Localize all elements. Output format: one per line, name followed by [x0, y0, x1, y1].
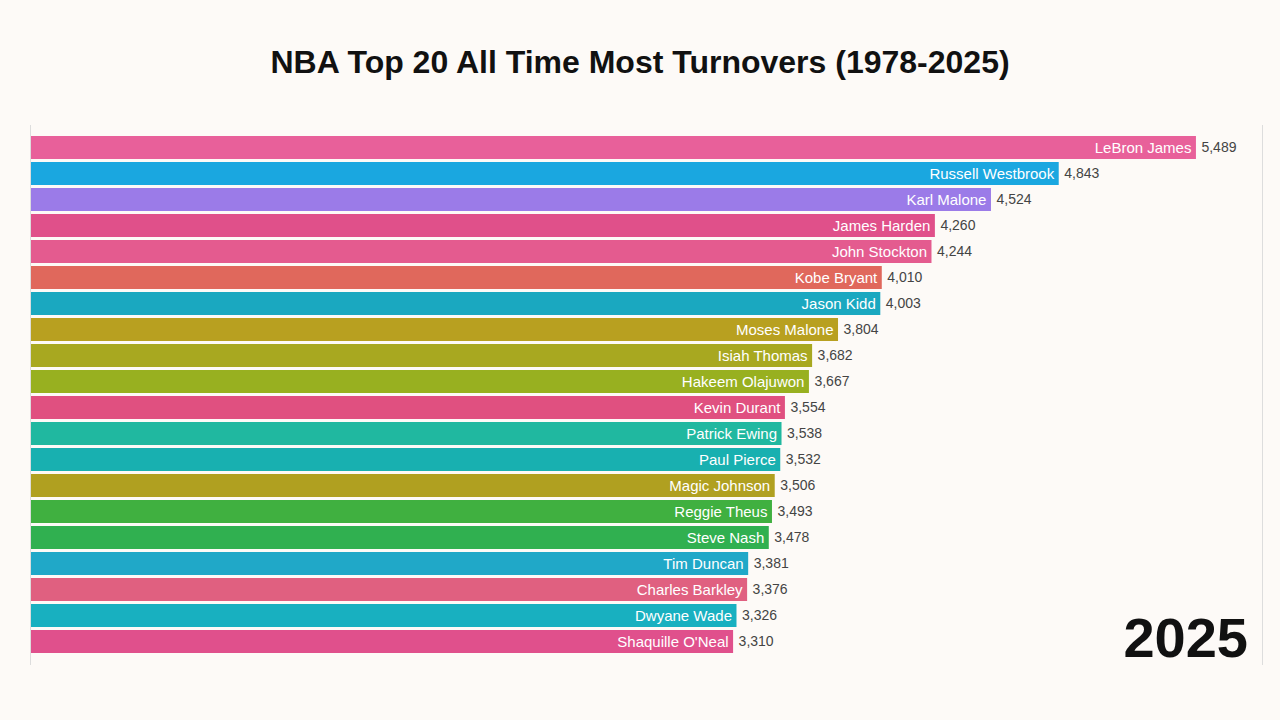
svg-text:3,326: 3,326 — [742, 607, 777, 623]
svg-text:4,244: 4,244 — [937, 243, 972, 259]
svg-text:Isiah Thomas: Isiah Thomas — [718, 347, 808, 364]
svg-text:3,667: 3,667 — [814, 373, 849, 389]
svg-text:Dwyane Wade: Dwyane Wade — [635, 607, 732, 624]
svg-text:4,524: 4,524 — [996, 191, 1031, 207]
svg-text:4,003: 4,003 — [886, 295, 921, 311]
svg-text:Paul Pierce: Paul Pierce — [699, 451, 776, 468]
svg-text:3,554: 3,554 — [790, 399, 825, 415]
svg-text:LeBron James: LeBron James — [1095, 139, 1192, 156]
svg-text:Hakeem Olajuwon: Hakeem Olajuwon — [682, 373, 805, 390]
svg-text:3,310: 3,310 — [739, 633, 774, 649]
svg-text:3,478: 3,478 — [774, 529, 809, 545]
html-text:NBA Top 20 All Time Most Turno: NBA Top 20 All Time Most Turnovers (1978… — [270, 44, 1010, 80]
svg-text:4,260: 4,260 — [940, 217, 975, 233]
svg-text:3,381: 3,381 — [754, 555, 789, 571]
svg-text:Steve Nash: Steve Nash — [687, 529, 765, 546]
svg-text:Jason Kidd: Jason Kidd — [802, 295, 876, 312]
svg-text:3,493: 3,493 — [777, 503, 812, 519]
svg-text:John Stockton: John Stockton — [832, 243, 927, 260]
svg-text:Russell Westbrook: Russell Westbrook — [929, 165, 1054, 182]
svg-text:Moses Malone: Moses Malone — [736, 321, 834, 338]
html-text:2025: 2025 — [1123, 606, 1248, 669]
svg-text:3,506: 3,506 — [780, 477, 815, 493]
svg-text:Kobe Bryant: Kobe Bryant — [795, 269, 878, 286]
svg-text:3,538: 3,538 — [787, 425, 822, 441]
svg-text:4,843: 4,843 — [1064, 165, 1099, 181]
svg-text:3,532: 3,532 — [786, 451, 821, 467]
svg-text:James Harden: James Harden — [833, 217, 931, 234]
svg-text:Karl Malone: Karl Malone — [906, 191, 986, 208]
svg-text:Shaquille O'Neal: Shaquille O'Neal — [617, 633, 728, 650]
svg-text:3,682: 3,682 — [818, 347, 853, 363]
svg-text:3,376: 3,376 — [753, 581, 788, 597]
svg-text:3,804: 3,804 — [844, 321, 879, 337]
svg-text:Tim Duncan: Tim Duncan — [663, 555, 743, 572]
svg-text:5,489: 5,489 — [1201, 139, 1236, 155]
svg-text:Charles Barkley: Charles Barkley — [637, 581, 743, 598]
svg-text:Patrick Ewing: Patrick Ewing — [686, 425, 777, 442]
svg-text:Kevin Durant: Kevin Durant — [694, 399, 782, 416]
svg-text:Reggie Theus: Reggie Theus — [674, 503, 767, 520]
svg-text:4,010: 4,010 — [887, 269, 922, 285]
svg-text:Magic Johnson: Magic Johnson — [669, 477, 770, 494]
